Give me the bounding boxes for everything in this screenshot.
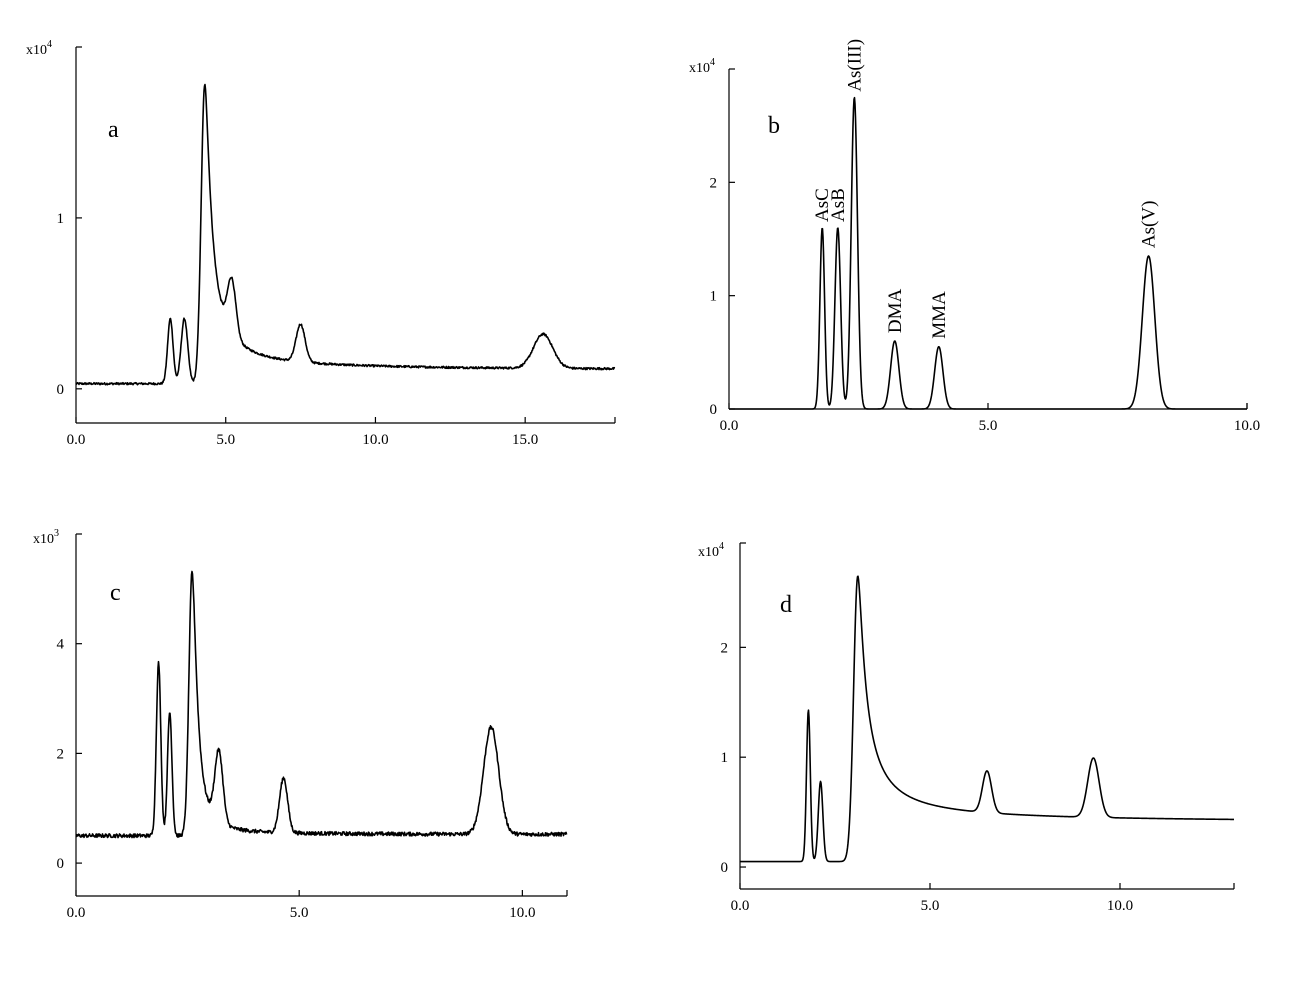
x-tick-label: 10.0 <box>509 905 535 921</box>
y-tick-label: 0 <box>57 856 65 872</box>
x-tick-label: 10.0 <box>1107 898 1133 914</box>
chromatogram-trace <box>728 96 1248 410</box>
panel-label: d <box>780 592 792 618</box>
y-tick-label: 2 <box>721 640 729 656</box>
chart-panel-d: 0.0 5.0 10.0 0 1 2 x104 d <box>698 541 1235 914</box>
y-tick-label: 0 <box>710 402 718 418</box>
x-tick-label: 0.0 <box>67 905 86 921</box>
x-tick-label: 10.0 <box>362 432 388 448</box>
peak-label: MMA <box>929 291 950 339</box>
y-multiplier-label: x103 <box>33 528 59 547</box>
peak-label: As(III) <box>844 39 865 92</box>
y-tick-label: 1 <box>710 289 718 305</box>
y-multiplier-label: x104 <box>26 39 52 58</box>
x-tick-label: 0.0 <box>67 432 86 448</box>
peak-label: AsB <box>828 188 849 222</box>
panel-label: c <box>110 580 121 606</box>
x-tick-label: 0.0 <box>731 898 750 914</box>
y-tick-label: 0 <box>721 860 729 876</box>
x-tick-label: 5.0 <box>216 432 235 448</box>
peak-label: As(V) <box>1139 201 1160 249</box>
y-tick-label: 1 <box>57 211 65 227</box>
panel-label: a <box>108 117 119 143</box>
x-tick-label: 5.0 <box>921 898 940 914</box>
x-tick-label: 15.0 <box>512 432 538 448</box>
panel-label: b <box>768 113 780 139</box>
chromatogram-trace <box>75 83 616 386</box>
peak-label: AsC <box>812 188 833 222</box>
x-tick-label: 10.0 <box>1234 418 1260 434</box>
x-tick-label: 0.0 <box>720 418 739 434</box>
chart-panel-a: 0.0 5.0 10.0 15.0 0 1 x104 a <box>26 39 616 448</box>
peak-label: DMA <box>885 288 906 333</box>
y-tick-label: 2 <box>710 175 718 191</box>
y-tick-label: 4 <box>57 637 65 653</box>
y-tick-label: 1 <box>721 750 729 766</box>
x-tick-label: 5.0 <box>979 418 998 434</box>
chromatogram-trace <box>75 570 568 839</box>
y-tick-label: 0 <box>57 382 65 398</box>
chart-panel-c: 0.0 5.0 10.0 0 2 4 x103 c <box>33 528 568 921</box>
y-multiplier-label: x104 <box>698 541 724 560</box>
y-tick-label: 2 <box>57 746 65 762</box>
y-multiplier-label: x104 <box>689 57 715 76</box>
chromatogram-trace <box>739 575 1235 863</box>
x-tick-label: 5.0 <box>290 905 309 921</box>
